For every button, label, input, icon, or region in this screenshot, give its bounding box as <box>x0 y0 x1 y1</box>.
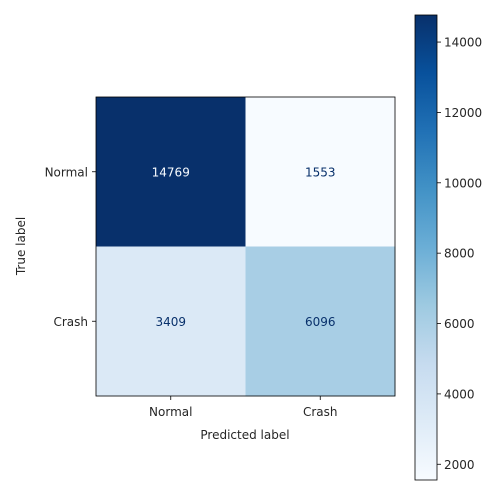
heatmap-cells <box>96 97 396 397</box>
colorbar-tick-label-4: 10000 <box>444 176 482 190</box>
heatmap-frame <box>95 96 396 397</box>
colorbar <box>414 14 438 481</box>
cell-value-1-1: 6096 <box>305 315 336 329</box>
y-axis-ticks: Normal Crash <box>45 165 96 329</box>
colorbar-tick-label-2: 6000 <box>444 317 475 331</box>
x-axis-ticks: Normal Crash <box>149 396 338 419</box>
y-axis-label: True label <box>14 217 28 276</box>
cell-value-0-1: 1553 <box>305 165 336 179</box>
cell-1-1 <box>245 246 396 397</box>
x-tick-label-0: Normal <box>149 405 192 419</box>
y-tick-label-0: Normal <box>45 165 88 179</box>
cell-0-1 <box>245 97 396 247</box>
x-tick-label-1: Crash <box>303 405 338 419</box>
colorbar-tick-label-6: 14000 <box>444 36 482 50</box>
heatmap-cell-labels: 14769 1553 3409 6096 <box>152 165 336 329</box>
colorbar-tick-label-0: 2000 <box>444 458 475 472</box>
y-tick-label-1: Crash <box>53 315 88 329</box>
colorbar-ticks: 2000 4000 6000 8000 10000 12000 14000 <box>437 36 482 472</box>
x-axis-label: Predicted label <box>200 428 289 442</box>
colorbar-tick-label-1: 4000 <box>444 387 475 401</box>
colorbar-tick-label-3: 8000 <box>444 247 475 261</box>
colorbar-tick-label-5: 12000 <box>444 106 482 120</box>
cell-0-0 <box>96 97 246 247</box>
cell-value-1-0: 3409 <box>155 315 186 329</box>
cell-1-0 <box>96 246 246 397</box>
cell-value-0-0: 14769 <box>152 165 190 179</box>
